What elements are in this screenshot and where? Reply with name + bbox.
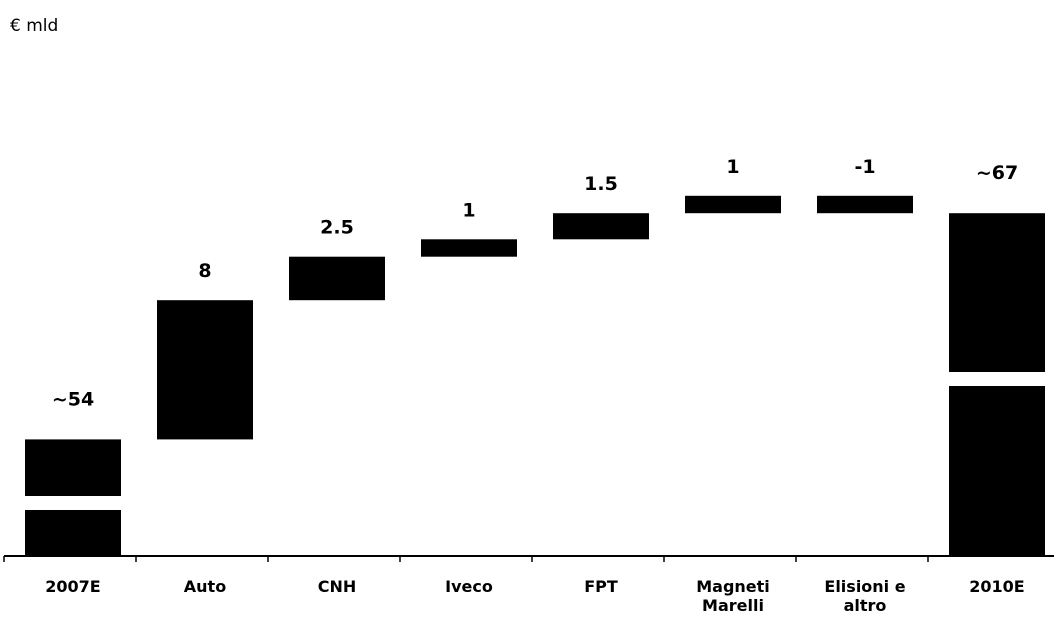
bar-total-lower — [25, 510, 121, 556]
category-label: altro — [844, 596, 887, 615]
unit-label: € mld — [10, 16, 59, 36]
bar-total-lower — [949, 386, 1045, 556]
bar-total-upper — [949, 213, 1045, 372]
category-label: Marelli — [702, 596, 764, 615]
value-label: 2.5 — [320, 217, 354, 239]
value-label: 1.5 — [584, 173, 618, 195]
category-label: Auto — [184, 577, 226, 596]
category-label: 2010E — [969, 577, 1024, 596]
category-label: Magneti — [696, 577, 770, 596]
category-label: Iveco — [445, 577, 493, 596]
category-label: Elisioni e — [824, 577, 905, 596]
bar-delta — [421, 239, 517, 257]
value-label: 8 — [198, 260, 211, 282]
value-label: ~67 — [976, 162, 1018, 184]
bar-delta — [157, 300, 253, 440]
value-label: 1 — [462, 199, 475, 221]
category-label: FPT — [584, 577, 618, 596]
category-label: 2007E — [45, 577, 100, 596]
value-label: 1 — [726, 156, 739, 178]
bar-total-upper — [25, 439, 121, 496]
category-label: CNH — [318, 577, 357, 596]
bar-delta — [685, 195, 781, 214]
bar-delta — [553, 213, 649, 240]
value-label: ~54 — [52, 388, 94, 410]
bar-delta — [289, 256, 385, 301]
value-label: -1 — [854, 156, 875, 178]
bar-delta — [817, 195, 913, 214]
